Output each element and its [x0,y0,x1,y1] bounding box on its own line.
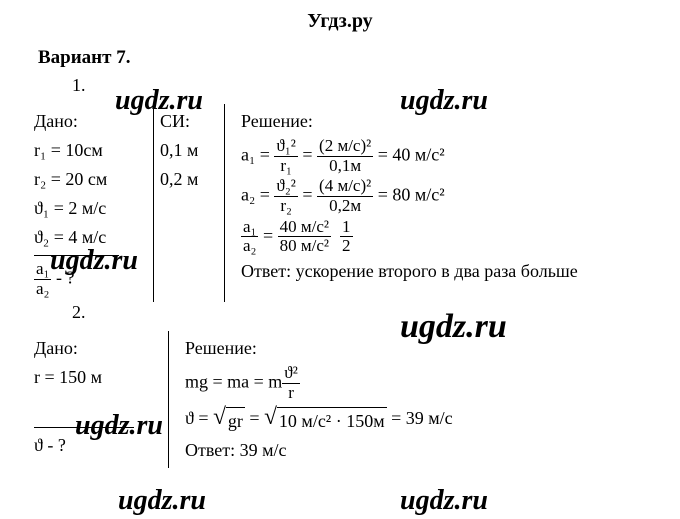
a1-result: = 40 м/с² [378,144,445,164]
frac-top: a₁ [241,218,258,238]
frac-bot: 0,1м [317,157,373,176]
frac-top: 40 м/с² [278,218,331,238]
si-column: СИ: 0,1 м 0,2 м [154,104,225,302]
solution-label: Решение: [185,335,453,362]
answer-2: Ответ: 39 м/с [185,437,453,464]
frac-bot: r₁ [274,157,297,176]
given-label: Дано: [34,108,139,135]
given-v1: ϑ₁ = 2 м/с [34,195,139,222]
watermark: ugdz.ru [400,485,488,517]
frac-bot: a₂ [241,237,258,256]
variant-title: Вариант 7. [38,47,680,69]
eq1-line: mg = ma = mϑ²r [185,364,453,402]
watermark: ugdz.ru [118,485,206,517]
eq2-line: ϑ = √gr = √10 м/с² · 150м = 39 м/с [185,405,453,435]
frac-bot: 80 м/с² [278,237,331,256]
frac-top: a₁ [34,260,51,280]
given-r: r = 150 м [34,364,154,391]
a2-lhs: a₂ = [241,185,270,205]
problem-2-number: 2. [72,302,680,323]
frac-bot: a₂ [34,280,51,299]
solution-column: Решение: a₁ = ϑ₁²r₁ = (2 м/с)²0,1м = 40 … [225,104,592,302]
sqrt-content: gr [226,407,245,435]
frac-top: 1 [340,218,353,238]
given-label: Дано: [34,335,154,362]
frac-top: (2 м/с)² [317,137,373,157]
frac-bot: r₂ [274,197,297,216]
frac-top: (4 м/с)² [317,177,373,197]
given-v2: ϑ₂ = 4 м/с [34,224,139,251]
a2-line: a₂ = ϑ₂²r₂ = (4 м/с)²0,2м = 80 м/с² [241,177,578,215]
given-r1: r₁ = 10см [34,137,139,164]
eq: = [249,408,264,428]
eq: = [302,144,312,164]
given-r2: r₂ = 20 см [34,166,139,193]
si-r1: 0,1 м [160,137,210,164]
given-find: a₁a₂ - ? [34,260,139,298]
answer-text: 39 м/с [240,440,287,460]
frac-bot: r [282,384,300,403]
si-label: СИ: [160,108,210,135]
solution-label: Решение: [241,108,578,135]
answer-text: ускорение второго в два раза больше [296,261,578,281]
sqrt-content: 10 м/с² · 150м [277,407,387,435]
eq2-lhs: ϑ = [185,408,213,428]
page-header: Угдз.ру [0,0,680,33]
answer-label: Ответ: [185,440,235,460]
a1-lhs: a₁ = [241,144,270,164]
answer-label: Ответ: [241,261,291,281]
eq2-result: = 39 м/с [391,408,453,428]
given-column: Дано: r₁ = 10см r₂ = 20 см ϑ₁ = 2 м/с ϑ₂… [28,104,154,302]
divider [34,427,134,428]
problem-1-number: 1. [72,75,680,96]
a1-line: a₁ = ϑ₁²r₁ = (2 м/с)²0,1м = 40 м/с² [241,137,578,175]
sqrt-icon: √10 м/с² · 150м [264,407,387,435]
given-column: Дано: r = 150 м ϑ - ? [28,331,169,467]
a2-result: = 80 м/с² [378,185,445,205]
frac-top: ϑ₂² [274,177,297,197]
sqrt-icon: √gr [213,407,245,435]
frac-top: ϑ₁² [274,137,297,157]
eq: = [263,225,273,245]
si-r2: 0,2 м [160,166,210,193]
ratio-line: a₁a₂ = 40 м/с²80 м/с² 12 [241,218,578,256]
answer-1: Ответ: ускорение второго в два раза боль… [241,258,578,285]
frac-bot: 2 [340,237,353,256]
given-find: ϑ - ? [34,432,154,459]
solution-column: Решение: mg = ma = mϑ²r ϑ = √gr = √10 м/… [169,331,467,467]
problem-2: Дано: r = 150 м ϑ - ? Решение: mg = ma =… [28,331,680,467]
frac-bot: 0,2м [317,197,373,216]
eq1-lhs: mg = ma = m [185,372,282,392]
frac-top: ϑ² [282,364,300,384]
eq: = [302,185,312,205]
divider [34,255,119,256]
problem-1: Дано: r₁ = 10см r₂ = 20 см ϑ₁ = 2 м/с ϑ₂… [28,104,680,302]
